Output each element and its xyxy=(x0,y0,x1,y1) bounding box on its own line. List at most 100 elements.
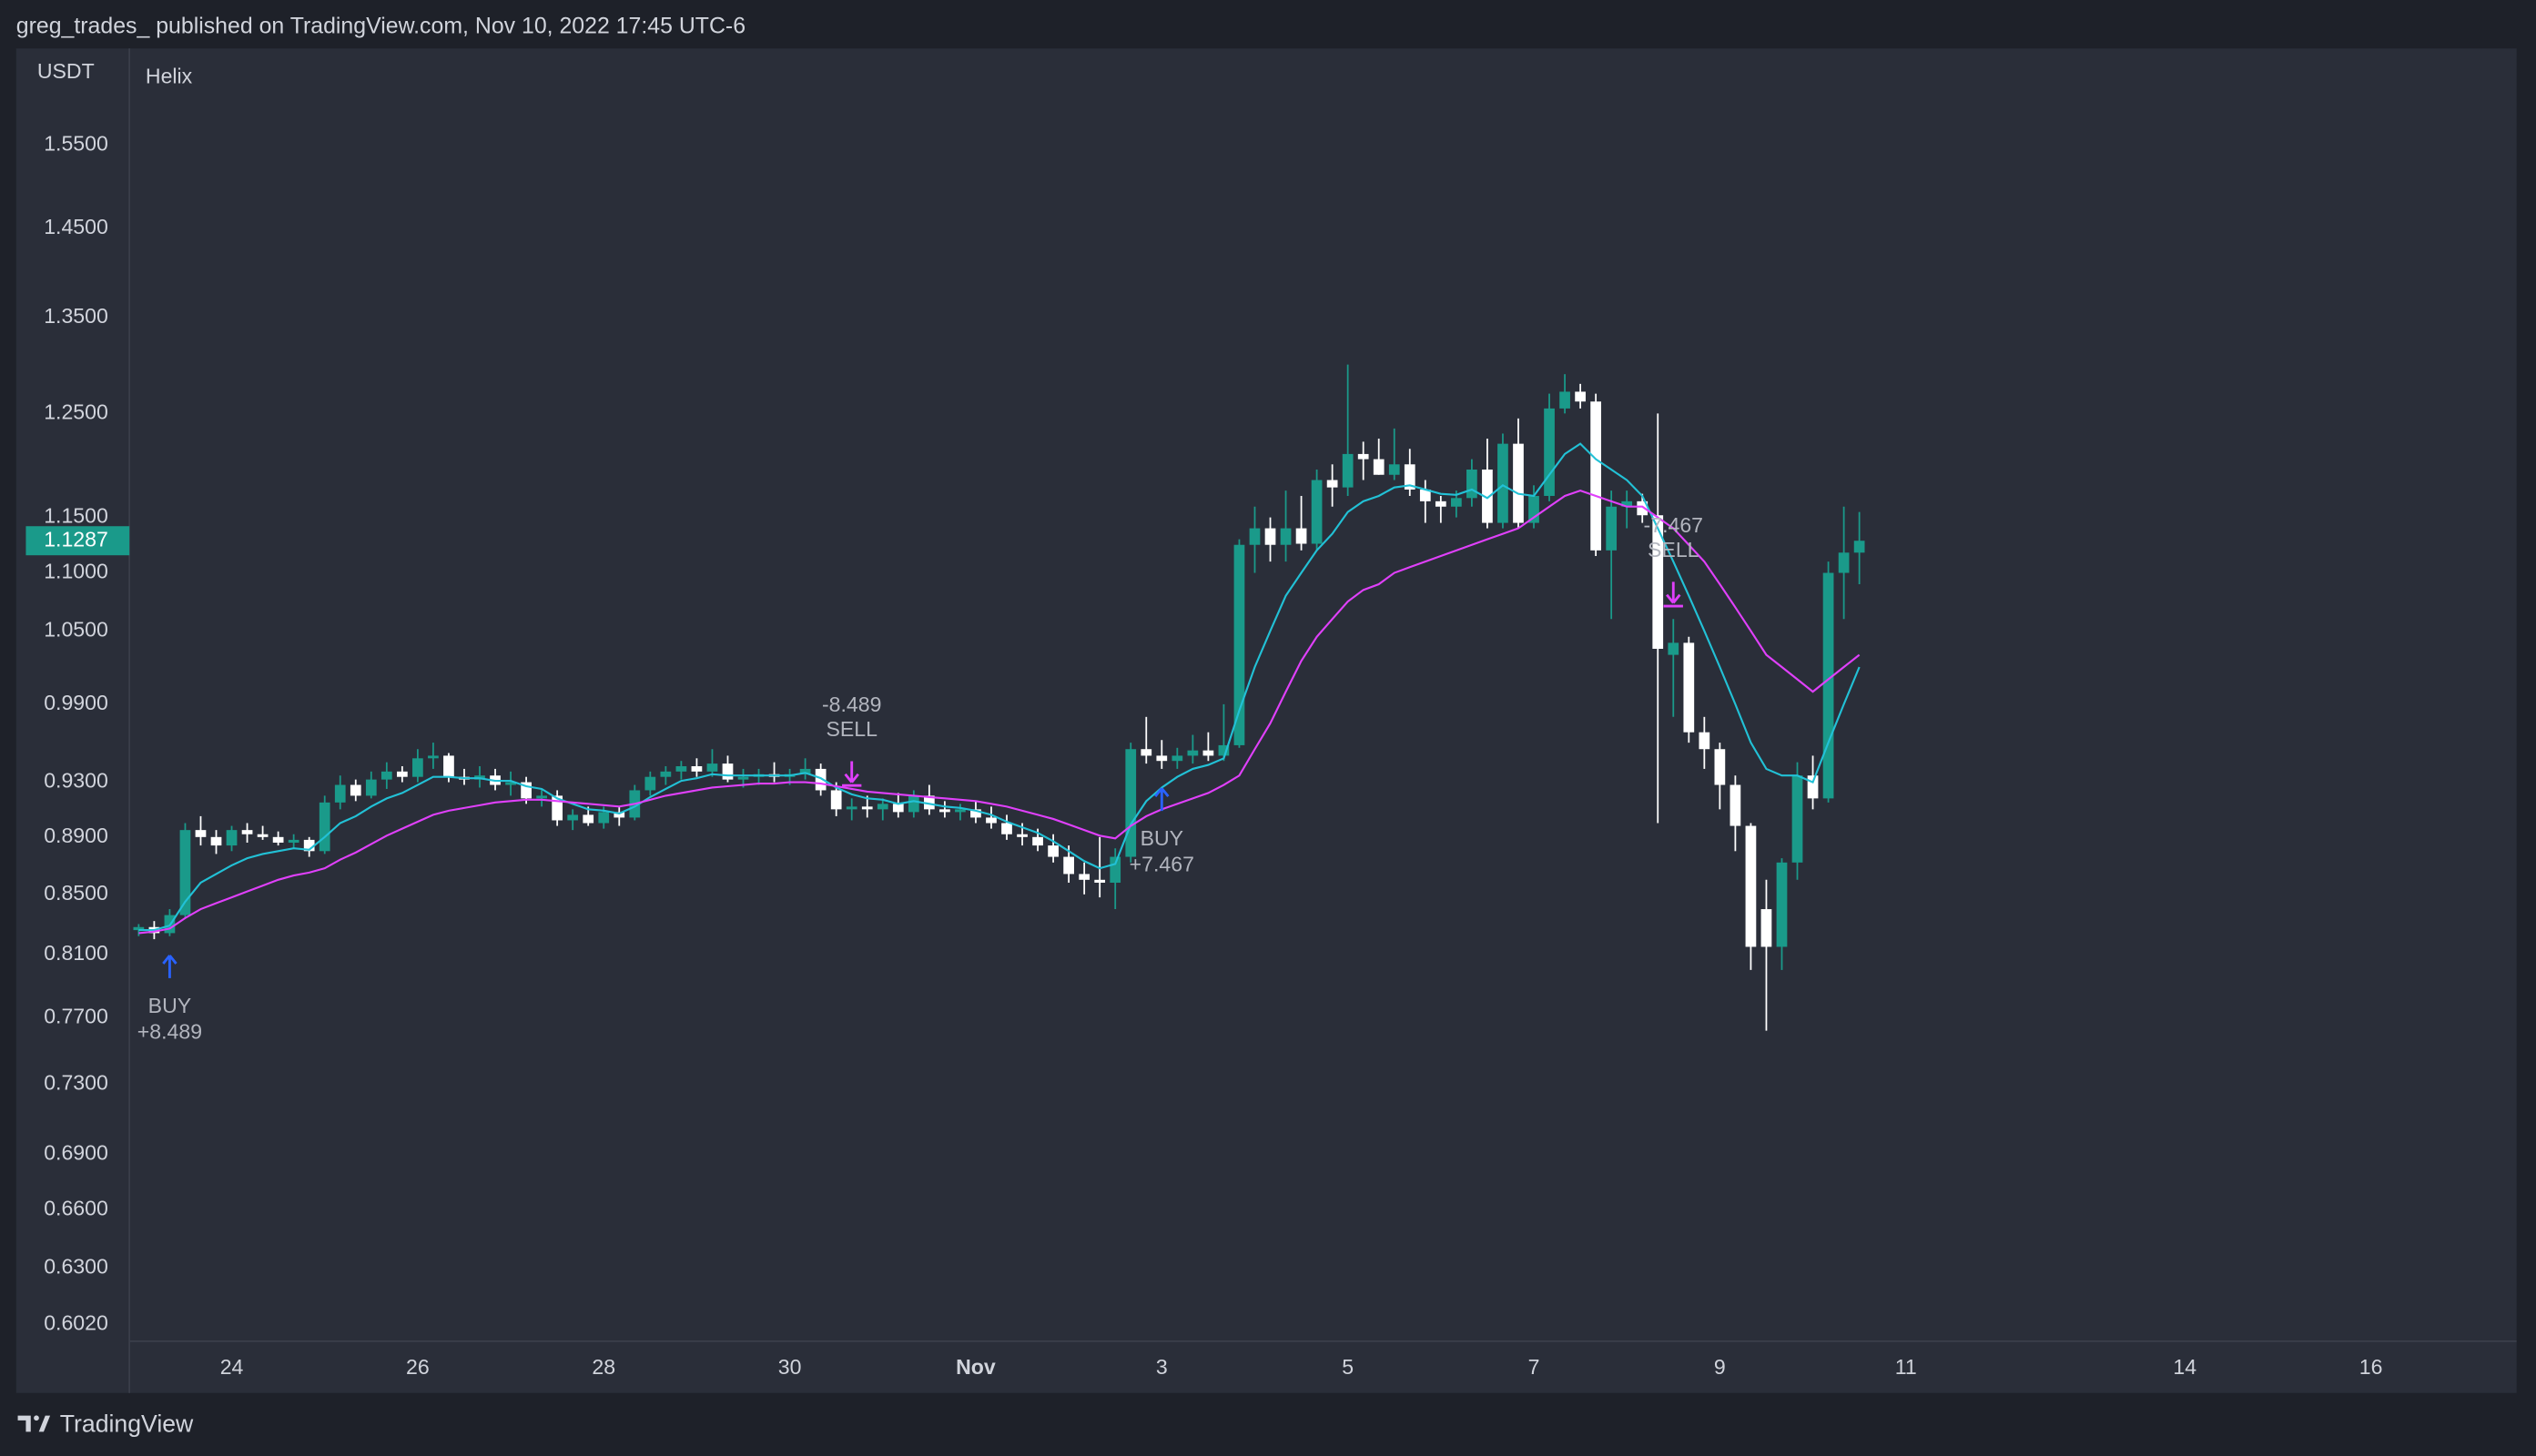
candle-body xyxy=(133,926,145,931)
candle-body xyxy=(1513,443,1524,523)
candle-body xyxy=(1326,480,1338,488)
chart-panel xyxy=(15,48,2517,1393)
x-tick-label: 9 xyxy=(1714,1355,1726,1379)
candle-body xyxy=(1202,750,1214,756)
candle-body xyxy=(706,763,718,772)
y-tick-label: 0.6900 xyxy=(44,1141,108,1165)
candle-body xyxy=(955,809,966,813)
candle-body xyxy=(1668,642,1679,655)
y-tick-label: 1.4500 xyxy=(44,215,108,238)
candle-body xyxy=(1451,498,1462,507)
candle-body xyxy=(1048,845,1059,857)
candle-body xyxy=(1652,515,1664,649)
candle-body xyxy=(1218,744,1230,756)
signal-label: BUY xyxy=(1141,826,1183,850)
candle-body xyxy=(675,766,687,772)
y-tick-label: 1.1500 xyxy=(44,504,108,528)
candle-body xyxy=(939,809,950,813)
candle-body xyxy=(1342,453,1354,488)
candle-body xyxy=(970,809,981,818)
y-tick-label: 0.8500 xyxy=(44,881,108,905)
candle-body xyxy=(1357,453,1369,460)
candle-body xyxy=(443,755,454,777)
candle-body xyxy=(1822,572,1834,799)
signal-label: SELL xyxy=(1648,538,1699,561)
candle-body xyxy=(1311,480,1323,544)
candle-body xyxy=(1079,874,1090,880)
x-tick-label: 30 xyxy=(778,1355,802,1379)
candle-body xyxy=(923,795,935,810)
candle-body xyxy=(830,790,842,810)
signal-arrow xyxy=(162,955,178,978)
brand: TradingView xyxy=(60,1410,194,1437)
candle-body xyxy=(1001,823,1012,834)
candle-body xyxy=(1699,732,1710,750)
candle-body xyxy=(1233,544,1245,745)
candle-body xyxy=(257,834,269,837)
candle-body xyxy=(908,795,919,813)
candle-body xyxy=(1466,470,1477,499)
candle-body xyxy=(691,766,703,772)
x-tick-label: 3 xyxy=(1156,1355,1168,1379)
candle-body xyxy=(660,771,672,777)
last-price-box xyxy=(25,526,130,556)
y-tick-label: 0.6600 xyxy=(44,1197,108,1220)
moving-average-line xyxy=(138,442,1861,932)
candle-body xyxy=(396,771,408,777)
y-tick-label: 0.7700 xyxy=(44,1004,108,1027)
candle-body xyxy=(1760,909,1772,947)
candle-body xyxy=(1017,834,1028,837)
candle-body xyxy=(1264,528,1276,545)
signal-arrow xyxy=(842,761,862,787)
candle-body xyxy=(1435,500,1446,507)
candle-body xyxy=(1714,749,1726,785)
chart-title: Helix xyxy=(146,64,193,87)
candle-body xyxy=(1853,541,1865,553)
candle-body xyxy=(722,763,734,780)
candle-body xyxy=(334,784,346,803)
signal: BUY +7.467 xyxy=(1130,787,1194,876)
candle-body xyxy=(846,806,857,810)
candle-body xyxy=(412,758,423,777)
candle-body xyxy=(319,802,330,852)
y-tick-label: 1.5500 xyxy=(44,132,108,156)
candle-body xyxy=(210,836,222,846)
candle-body xyxy=(241,830,253,834)
candle-body xyxy=(1528,495,1539,523)
signal: BUY+8.489 xyxy=(137,955,202,1043)
candle-body xyxy=(1544,408,1555,496)
candle-body xyxy=(552,795,563,821)
candle-body xyxy=(1590,401,1601,551)
candle-body xyxy=(1482,470,1493,523)
signal-amount: -8.489 xyxy=(822,693,881,716)
signal-label: BUY xyxy=(148,994,191,1017)
candle-body xyxy=(1637,500,1648,516)
candle-body xyxy=(288,839,299,843)
candle-body xyxy=(1404,464,1415,490)
x-tick-label: 24 xyxy=(220,1355,244,1379)
candle-body xyxy=(1621,500,1633,507)
x-tick-label: 28 xyxy=(592,1355,615,1379)
signal-arrow xyxy=(1154,787,1170,812)
candle-body xyxy=(428,755,439,759)
candle-body xyxy=(1575,391,1586,402)
candle-body xyxy=(1280,528,1292,545)
candle-body xyxy=(1373,459,1385,475)
candle-body xyxy=(1172,755,1183,762)
signal-amount: +7.467 xyxy=(1130,853,1194,876)
candle-body xyxy=(1559,391,1570,409)
candle-body xyxy=(1125,749,1137,857)
candle-body xyxy=(1776,862,1788,947)
candle-body xyxy=(1683,642,1695,733)
y-tick-label: 1.3500 xyxy=(44,304,108,328)
signal-amount: +8.489 xyxy=(137,1019,202,1043)
candle-body xyxy=(195,830,207,837)
candle-body xyxy=(350,784,361,796)
candle-body xyxy=(1295,528,1307,544)
last-price-label: 1.1287 xyxy=(44,527,108,551)
candle-body xyxy=(892,804,904,813)
candle-body xyxy=(365,779,377,796)
candle-body xyxy=(1419,489,1431,501)
